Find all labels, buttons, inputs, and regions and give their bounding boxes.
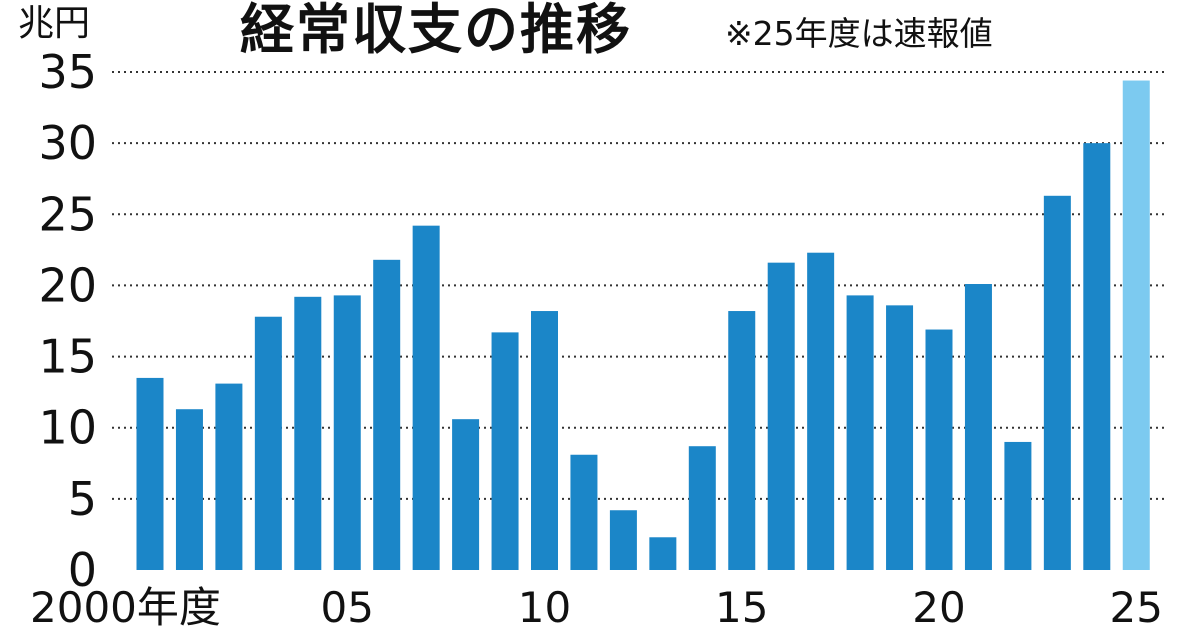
bar — [136, 377, 164, 570]
bar — [254, 316, 282, 570]
y-axis-unit-label: 兆円 — [18, 3, 91, 44]
bar — [215, 383, 243, 570]
bar — [452, 419, 480, 570]
bar — [294, 296, 322, 570]
x-tick-label: 20 — [912, 583, 965, 630]
y-tick-label: 0 — [68, 543, 97, 597]
bar — [964, 284, 992, 570]
bar — [846, 295, 874, 570]
bar — [373, 259, 401, 570]
bar — [333, 295, 361, 570]
x-tick-label: 05 — [321, 583, 374, 630]
bar — [412, 225, 440, 570]
bar — [886, 305, 914, 570]
bar — [925, 329, 953, 570]
bar — [728, 311, 756, 570]
x-tick-label: 10 — [518, 583, 571, 630]
x-tick-label: 25 — [1110, 583, 1163, 630]
y-tick-label: 15 — [38, 330, 97, 384]
bar — [1043, 195, 1071, 570]
chart-title: 経常収支の推移 — [240, 0, 632, 61]
x-tick-label: 2000年度 — [30, 583, 221, 630]
y-tick-label: 25 — [38, 187, 97, 241]
bar — [531, 311, 558, 570]
bar — [649, 537, 677, 570]
bar — [175, 409, 203, 570]
bar — [767, 262, 795, 570]
bar — [1004, 441, 1032, 570]
bar — [807, 252, 835, 570]
y-tick-label: 30 — [38, 116, 97, 170]
x-tick-label: 15 — [715, 583, 768, 630]
chart-subtitle: ※25年度は速報値 — [725, 14, 993, 53]
y-tick-label: 10 — [38, 401, 97, 455]
bar — [609, 510, 637, 570]
y-tick-label: 5 — [68, 472, 97, 526]
bar-preliminary — [1122, 80, 1150, 570]
bar — [491, 332, 519, 570]
bar — [570, 454, 598, 570]
bar — [1083, 143, 1111, 570]
y-tick-label: 35 — [38, 45, 97, 99]
y-tick-label: 20 — [38, 258, 97, 312]
bar — [688, 446, 716, 570]
